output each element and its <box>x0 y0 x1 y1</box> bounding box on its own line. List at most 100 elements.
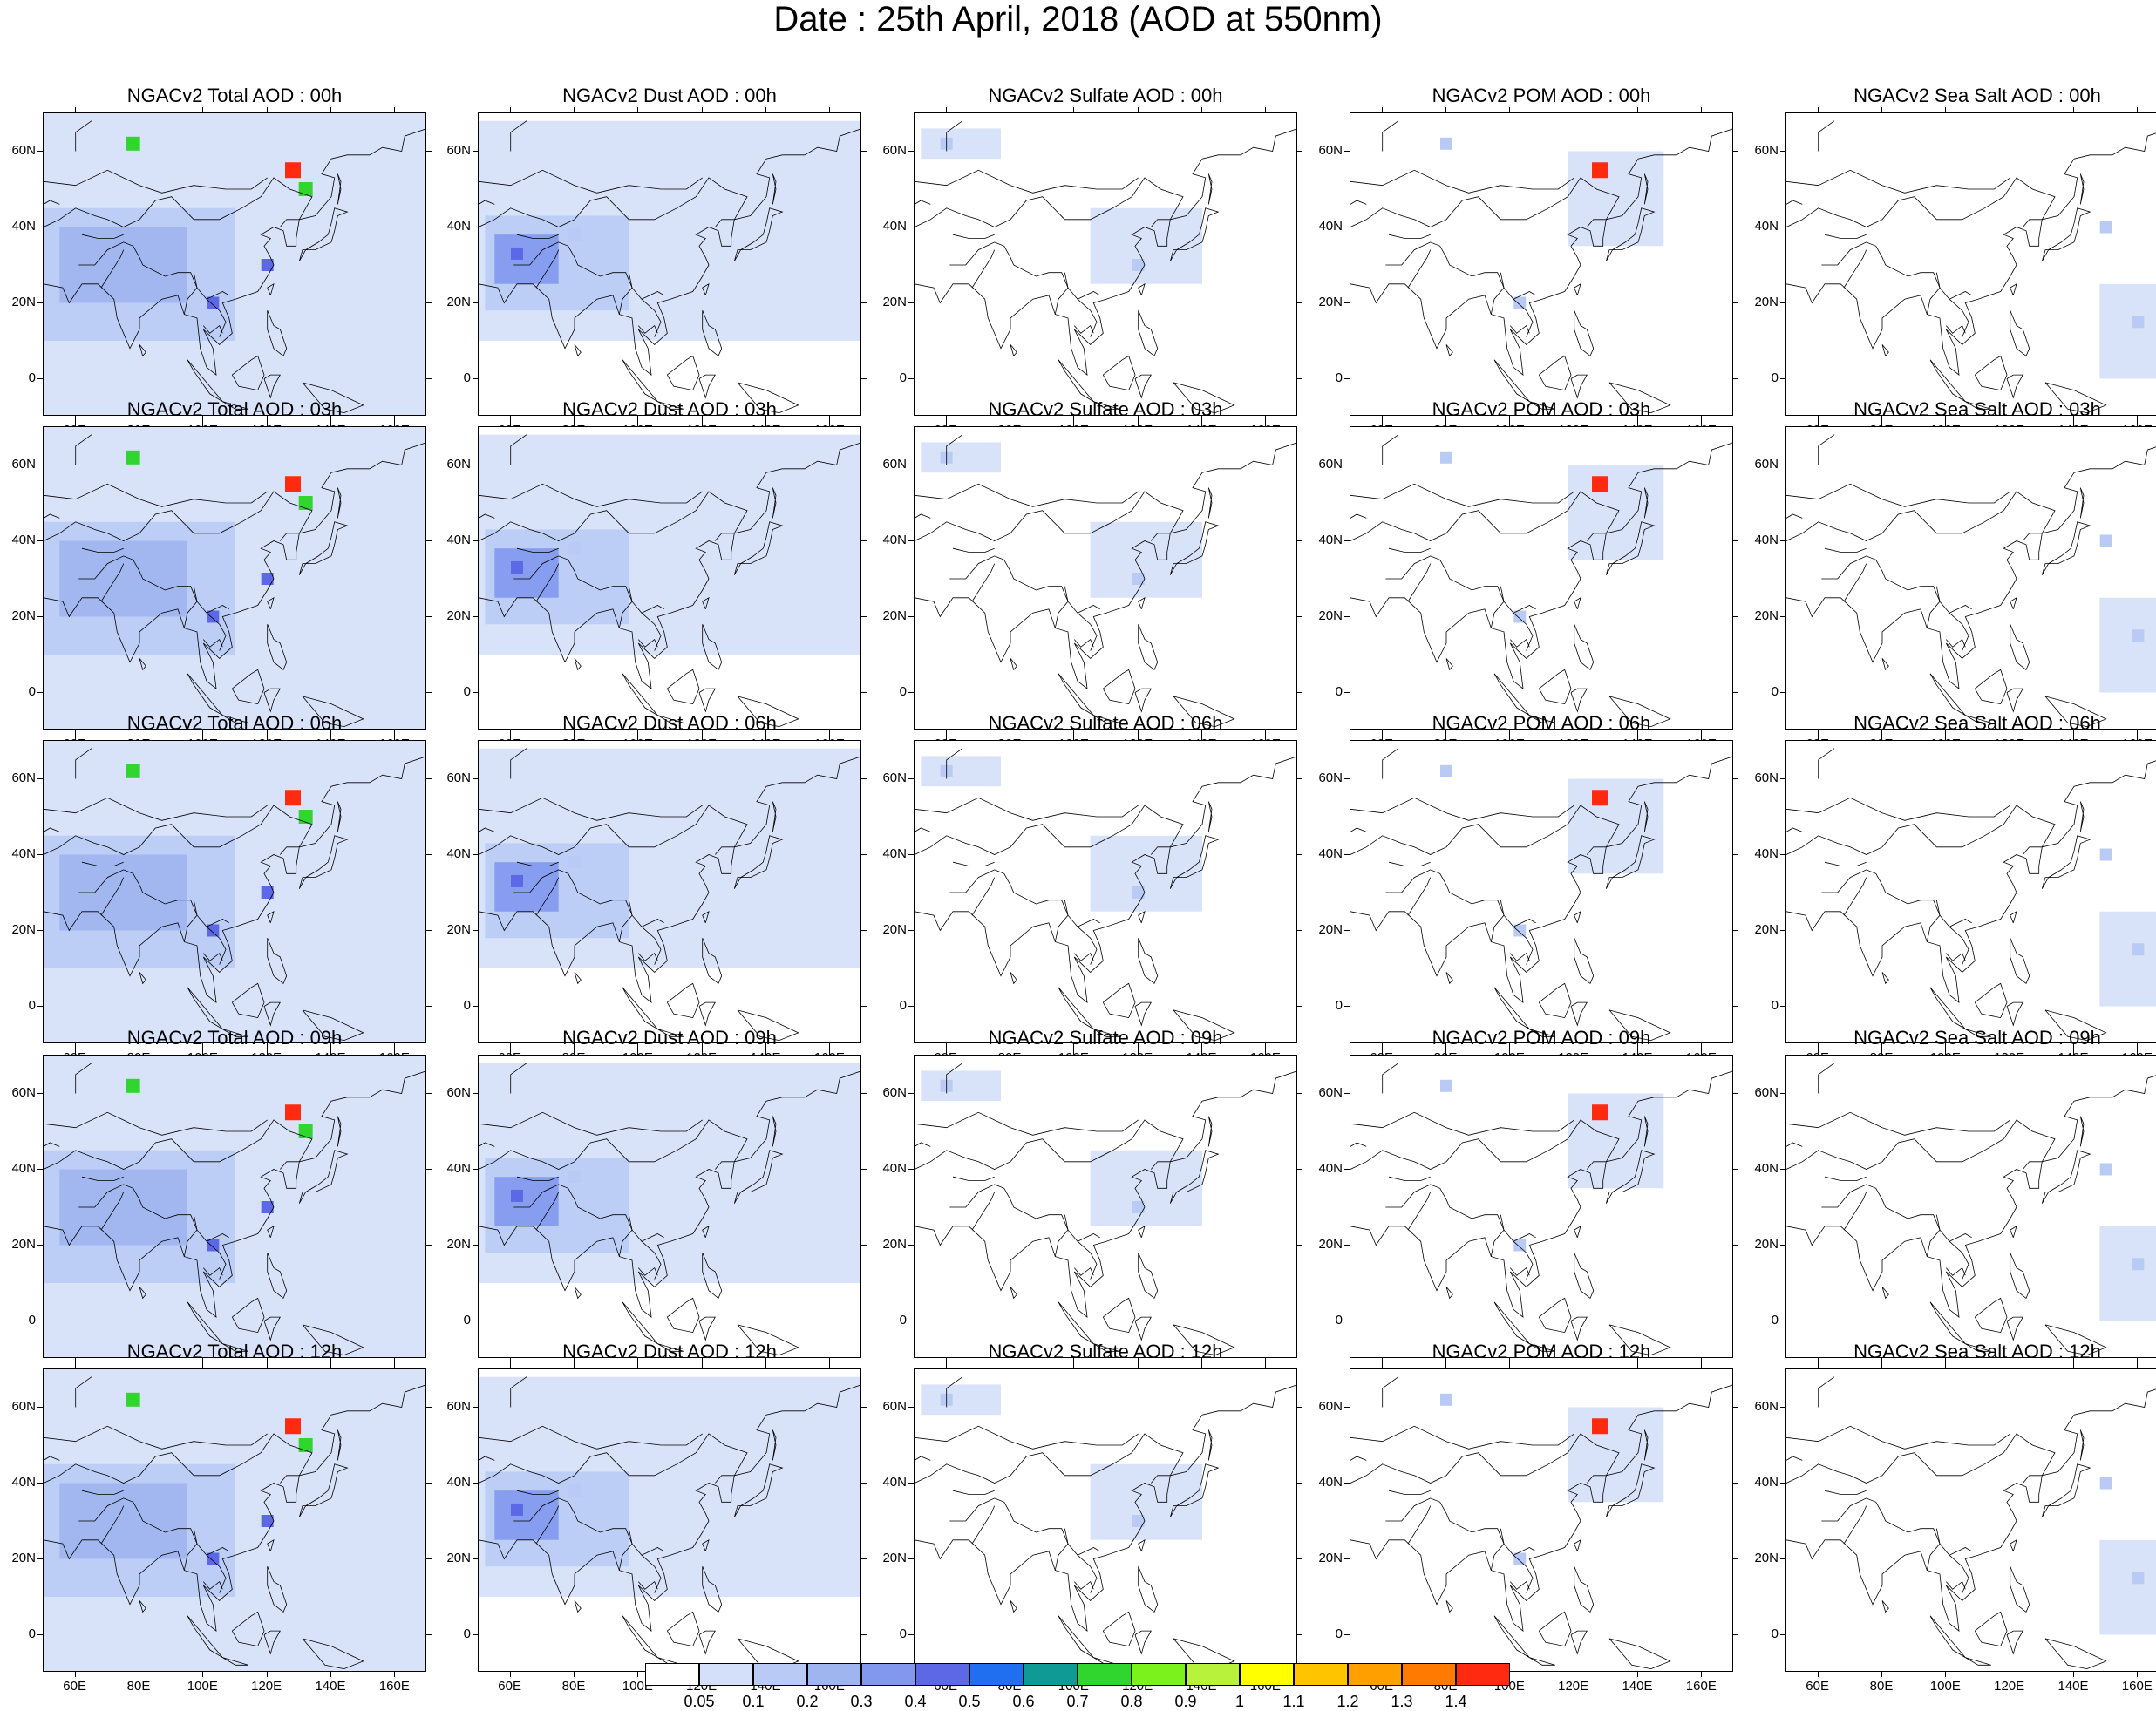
coastline <box>1382 434 1399 465</box>
aod-hotspot <box>126 1078 140 1093</box>
panel-title: NGACv2 Total AOD : 09h <box>126 1027 343 1049</box>
x-tick <box>1701 1672 1703 1677</box>
coastline <box>81 547 124 553</box>
y-tick-label: 40N <box>11 1474 36 1490</box>
coastline <box>714 1475 735 1484</box>
y-tick-label: 60N <box>882 456 907 472</box>
aod-hotspot <box>568 1484 581 1497</box>
coastline <box>1949 1240 1969 1280</box>
aod-map <box>915 120 1296 414</box>
y-tick-label: 0 <box>1771 683 1779 699</box>
y-tick-label: 40N <box>446 532 471 547</box>
y-tick <box>37 302 43 303</box>
aod-hotspot <box>126 450 140 465</box>
coastline <box>183 900 198 942</box>
map-frame <box>1350 426 1733 730</box>
coastline <box>139 1600 146 1613</box>
x-tick <box>394 735 396 740</box>
map-frame <box>43 1368 426 1672</box>
panel-title: NGACv2 Sulfate AOD : 12h <box>988 1341 1223 1362</box>
coastline <box>44 1111 268 1136</box>
coastline <box>622 1301 658 1344</box>
y-tick <box>426 1633 432 1635</box>
x-tick <box>1945 416 1947 421</box>
coastline <box>1605 1463 1656 1517</box>
coastline <box>1350 169 1574 194</box>
aod-hotspot <box>1132 1201 1145 1213</box>
x-tick <box>701 1363 703 1368</box>
coastline <box>1538 1611 1572 1647</box>
coastline <box>2010 310 2030 357</box>
y-tick <box>37 1482 43 1484</box>
coastline <box>1138 1538 1146 1551</box>
x-tick <box>1509 1043 1511 1049</box>
x-tick <box>1701 1043 1703 1049</box>
y-tick-label: 0 <box>28 997 36 1013</box>
coastline <box>78 1184 229 1242</box>
x-tick-label: 120E <box>1558 1679 1589 1694</box>
aod-hotspot <box>298 1438 313 1452</box>
x-tick <box>1445 735 1446 740</box>
x-tick <box>1137 1049 1139 1055</box>
coastline <box>510 1376 527 1408</box>
coastline <box>1490 272 1505 315</box>
coastline <box>618 272 633 315</box>
x-tick-label: 100E <box>1929 1679 1961 1694</box>
x-tick <box>1945 1358 1947 1363</box>
x-tick <box>509 1363 511 1368</box>
coastline <box>1388 547 1431 553</box>
x-tick <box>1881 735 1882 740</box>
coastline <box>1054 1528 1069 1571</box>
coastline <box>535 877 560 916</box>
aod-hotspot <box>2132 629 2145 642</box>
coastline <box>183 586 198 628</box>
coastline <box>1965 1029 1991 1037</box>
coastline <box>946 748 963 779</box>
coastline <box>1574 310 1595 357</box>
coastline <box>1821 555 1972 614</box>
coastline <box>915 805 1184 855</box>
x-tick <box>509 107 511 112</box>
y-tick-label: 20N <box>11 608 36 623</box>
coastline <box>302 1324 364 1356</box>
x-tick <box>1817 730 1819 735</box>
map-frame <box>914 1055 1297 1358</box>
coastline <box>737 696 799 728</box>
x-tick <box>1637 1049 1638 1055</box>
y-tick <box>1344 1092 1350 1094</box>
coastline <box>1945 1266 1966 1276</box>
y-tick <box>1344 302 1350 303</box>
x-tick <box>574 1049 575 1055</box>
y-tick <box>1297 302 1302 303</box>
coastline <box>267 938 288 985</box>
panel-title: NGACv2 POM AOD : 03h <box>1432 398 1651 420</box>
coastline <box>949 1184 1100 1242</box>
x-tick <box>509 1358 511 1363</box>
x-tick <box>1073 1049 1075 1055</box>
coastline <box>1058 359 1094 402</box>
colorbar-label: 0.5 <box>958 1693 981 1710</box>
y-tick-label: 60N <box>1318 770 1343 785</box>
coastline <box>1570 1316 1588 1341</box>
coastline <box>1586 533 1607 541</box>
coastline <box>479 483 703 507</box>
x-tick <box>74 416 76 421</box>
coastline <box>1929 673 1966 716</box>
coastline <box>479 805 748 855</box>
x-tick <box>1137 416 1139 421</box>
y-tick <box>473 1168 478 1170</box>
aod-map <box>479 434 860 728</box>
panel-title: NGACv2 POM AOD : 00h <box>1432 85 1651 106</box>
y-tick <box>473 1092 478 1094</box>
x-tick <box>765 730 766 735</box>
y-tick <box>426 691 432 693</box>
x-tick <box>2137 1363 2139 1368</box>
map-frame <box>478 112 861 416</box>
y-tick-label: 0 <box>899 370 907 385</box>
colorbar-label: 1 <box>1234 1693 1244 1710</box>
x-tick <box>74 1672 76 1677</box>
coastline <box>2079 173 2085 205</box>
y-tick-label: 40N <box>446 218 471 234</box>
coastline <box>2041 835 2091 889</box>
x-tick-label: 120E <box>1994 1679 2025 1694</box>
